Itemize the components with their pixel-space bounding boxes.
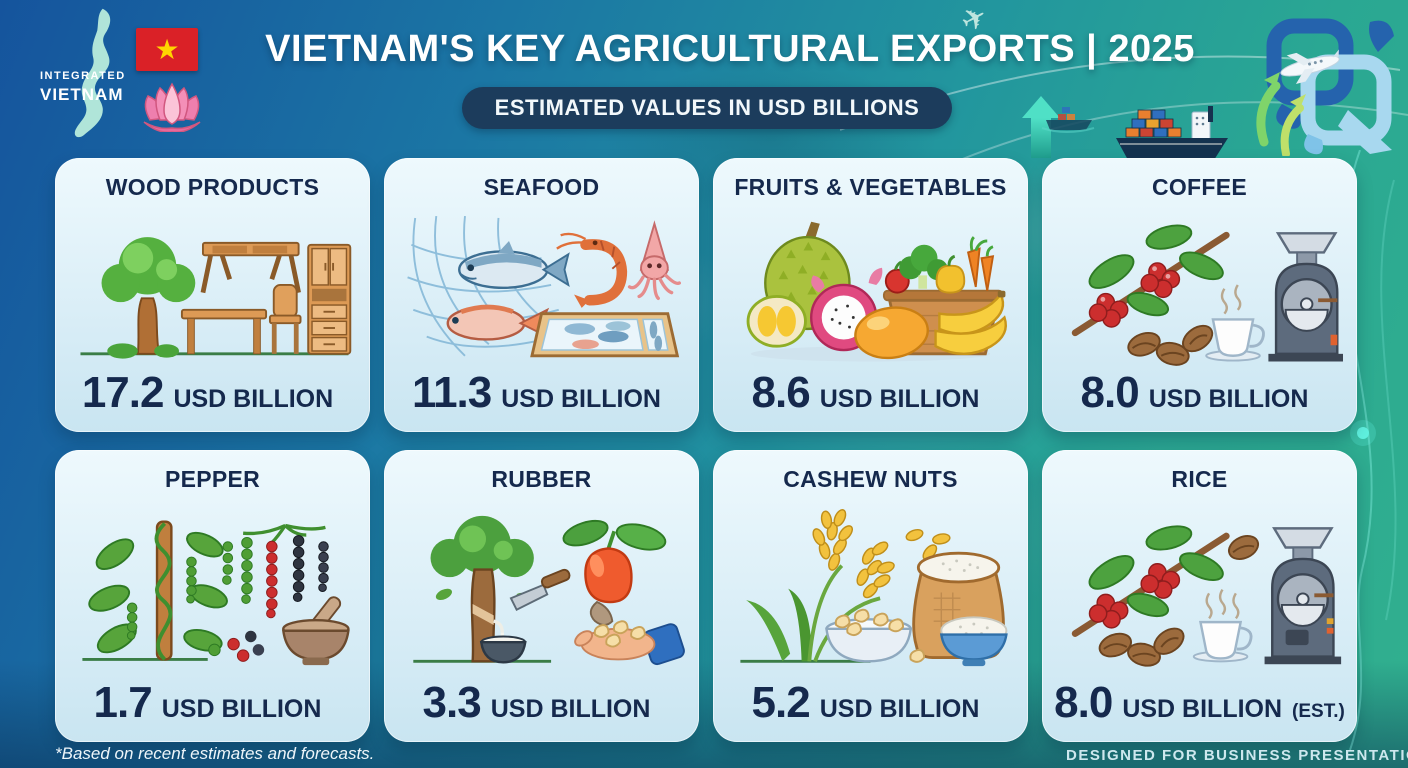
card-title: PEPPER	[164, 466, 261, 492]
value-unit: USD BILLION	[819, 695, 980, 723]
card-value: 8.6 USD BILLION	[723, 368, 1018, 418]
rice-illustration-icon	[1042, 493, 1357, 678]
value-unit: USD BILLION	[1122, 695, 1283, 723]
card-value: 17.2 USD BILLION	[65, 368, 360, 418]
value-unit: USD BILLION	[161, 695, 322, 723]
brand-text: INTEGRATED VIETNAM	[40, 70, 126, 105]
value-unit: USD BILLION	[819, 385, 980, 413]
value-number: 8.6	[751, 368, 811, 417]
brand-line2: VIETNAM	[40, 84, 124, 104]
value-number: 5.2	[751, 678, 811, 727]
vietnam-map-icon	[74, 8, 111, 138]
card-coffee: COFFEE	[1042, 158, 1357, 432]
card-seafood: SEAFOOD	[384, 158, 699, 432]
card-value: 8.0 USD BILLION (EST.)	[1052, 678, 1347, 728]
lotus-icon	[143, 82, 201, 132]
fruits-vegetables-illustration-icon	[713, 201, 1028, 368]
value-suffix: (EST.)	[1292, 701, 1345, 722]
card-cashew-nuts: CASHEW NUTS	[713, 450, 1028, 742]
page-title: VIETNAM'S KEY AGRICULTURAL EXPORTS | 202…	[265, 28, 1195, 70]
value-unit: USD BILLION	[1148, 385, 1309, 413]
card-rice: RICE	[1042, 450, 1357, 742]
card-value: 8.0 USD BILLION	[1052, 368, 1347, 418]
card-wood-products: WOOD PRODUCTS	[55, 158, 370, 432]
card-title: SEAFOOD	[483, 174, 600, 200]
double-q-logo-icon	[1256, 18, 1394, 156]
cargo-ships-icon	[1041, 106, 1235, 167]
value-number: 11.3	[412, 368, 492, 417]
rubber-illustration-icon	[384, 493, 699, 678]
cashew-nuts-illustration-icon	[713, 493, 1028, 678]
value-unit: USD BILLION	[501, 385, 661, 413]
growth-arrow-icon	[1022, 96, 1060, 158]
footnote: *Based on recent estimates and forecasts…	[55, 744, 375, 763]
card-title: COFFEE	[1151, 174, 1248, 200]
seafood-illustration-icon	[384, 201, 699, 368]
brand-line1: INTEGRATED	[40, 70, 126, 82]
pepper-illustration-icon	[55, 493, 370, 678]
subtitle-badge: ESTIMATED VALUES IN USD BILLIONS	[462, 87, 952, 129]
card-value: 1.7 USD BILLION	[65, 678, 360, 728]
card-title: CASHEW NUTS	[783, 466, 958, 492]
value-number: 8.0	[1054, 678, 1113, 727]
card-value: 3.3 USD BILLION	[394, 678, 689, 728]
card-title: WOOD PRODUCTS	[105, 174, 320, 200]
value-number: 8.0	[1080, 368, 1140, 417]
value-number: 3.3	[422, 678, 482, 727]
card-pepper: PEPPER	[55, 450, 370, 742]
value-number: 17.2	[81, 368, 165, 417]
value-number: 1.7	[93, 678, 153, 727]
vietnam-star-icon: ★	[154, 33, 180, 65]
card-rubber: RUBBER	[384, 450, 699, 742]
export-cards-grid: WOOD PRODUCTS	[55, 158, 1357, 742]
coffee-illustration-icon	[1042, 201, 1357, 368]
vietnam-flag-icon: ★	[136, 28, 198, 71]
wood-products-illustration-icon	[55, 201, 370, 368]
card-title: RUBBER	[491, 466, 592, 492]
value-unit: USD BILLION	[173, 385, 334, 413]
card-fruits-vegetables: FRUITS & VEGETABLES	[713, 158, 1028, 432]
card-title: RICE	[1171, 466, 1228, 492]
value-unit: USD BILLION	[490, 695, 651, 723]
card-value: 11.3 USD BILLION	[394, 368, 689, 418]
credit-text: DESIGNED FOR BUSINESS PRESENTATION	[1066, 747, 1408, 764]
card-title: FRUITS & VEGETABLES	[734, 174, 1007, 200]
card-value: 5.2 USD BILLION	[723, 678, 1018, 728]
